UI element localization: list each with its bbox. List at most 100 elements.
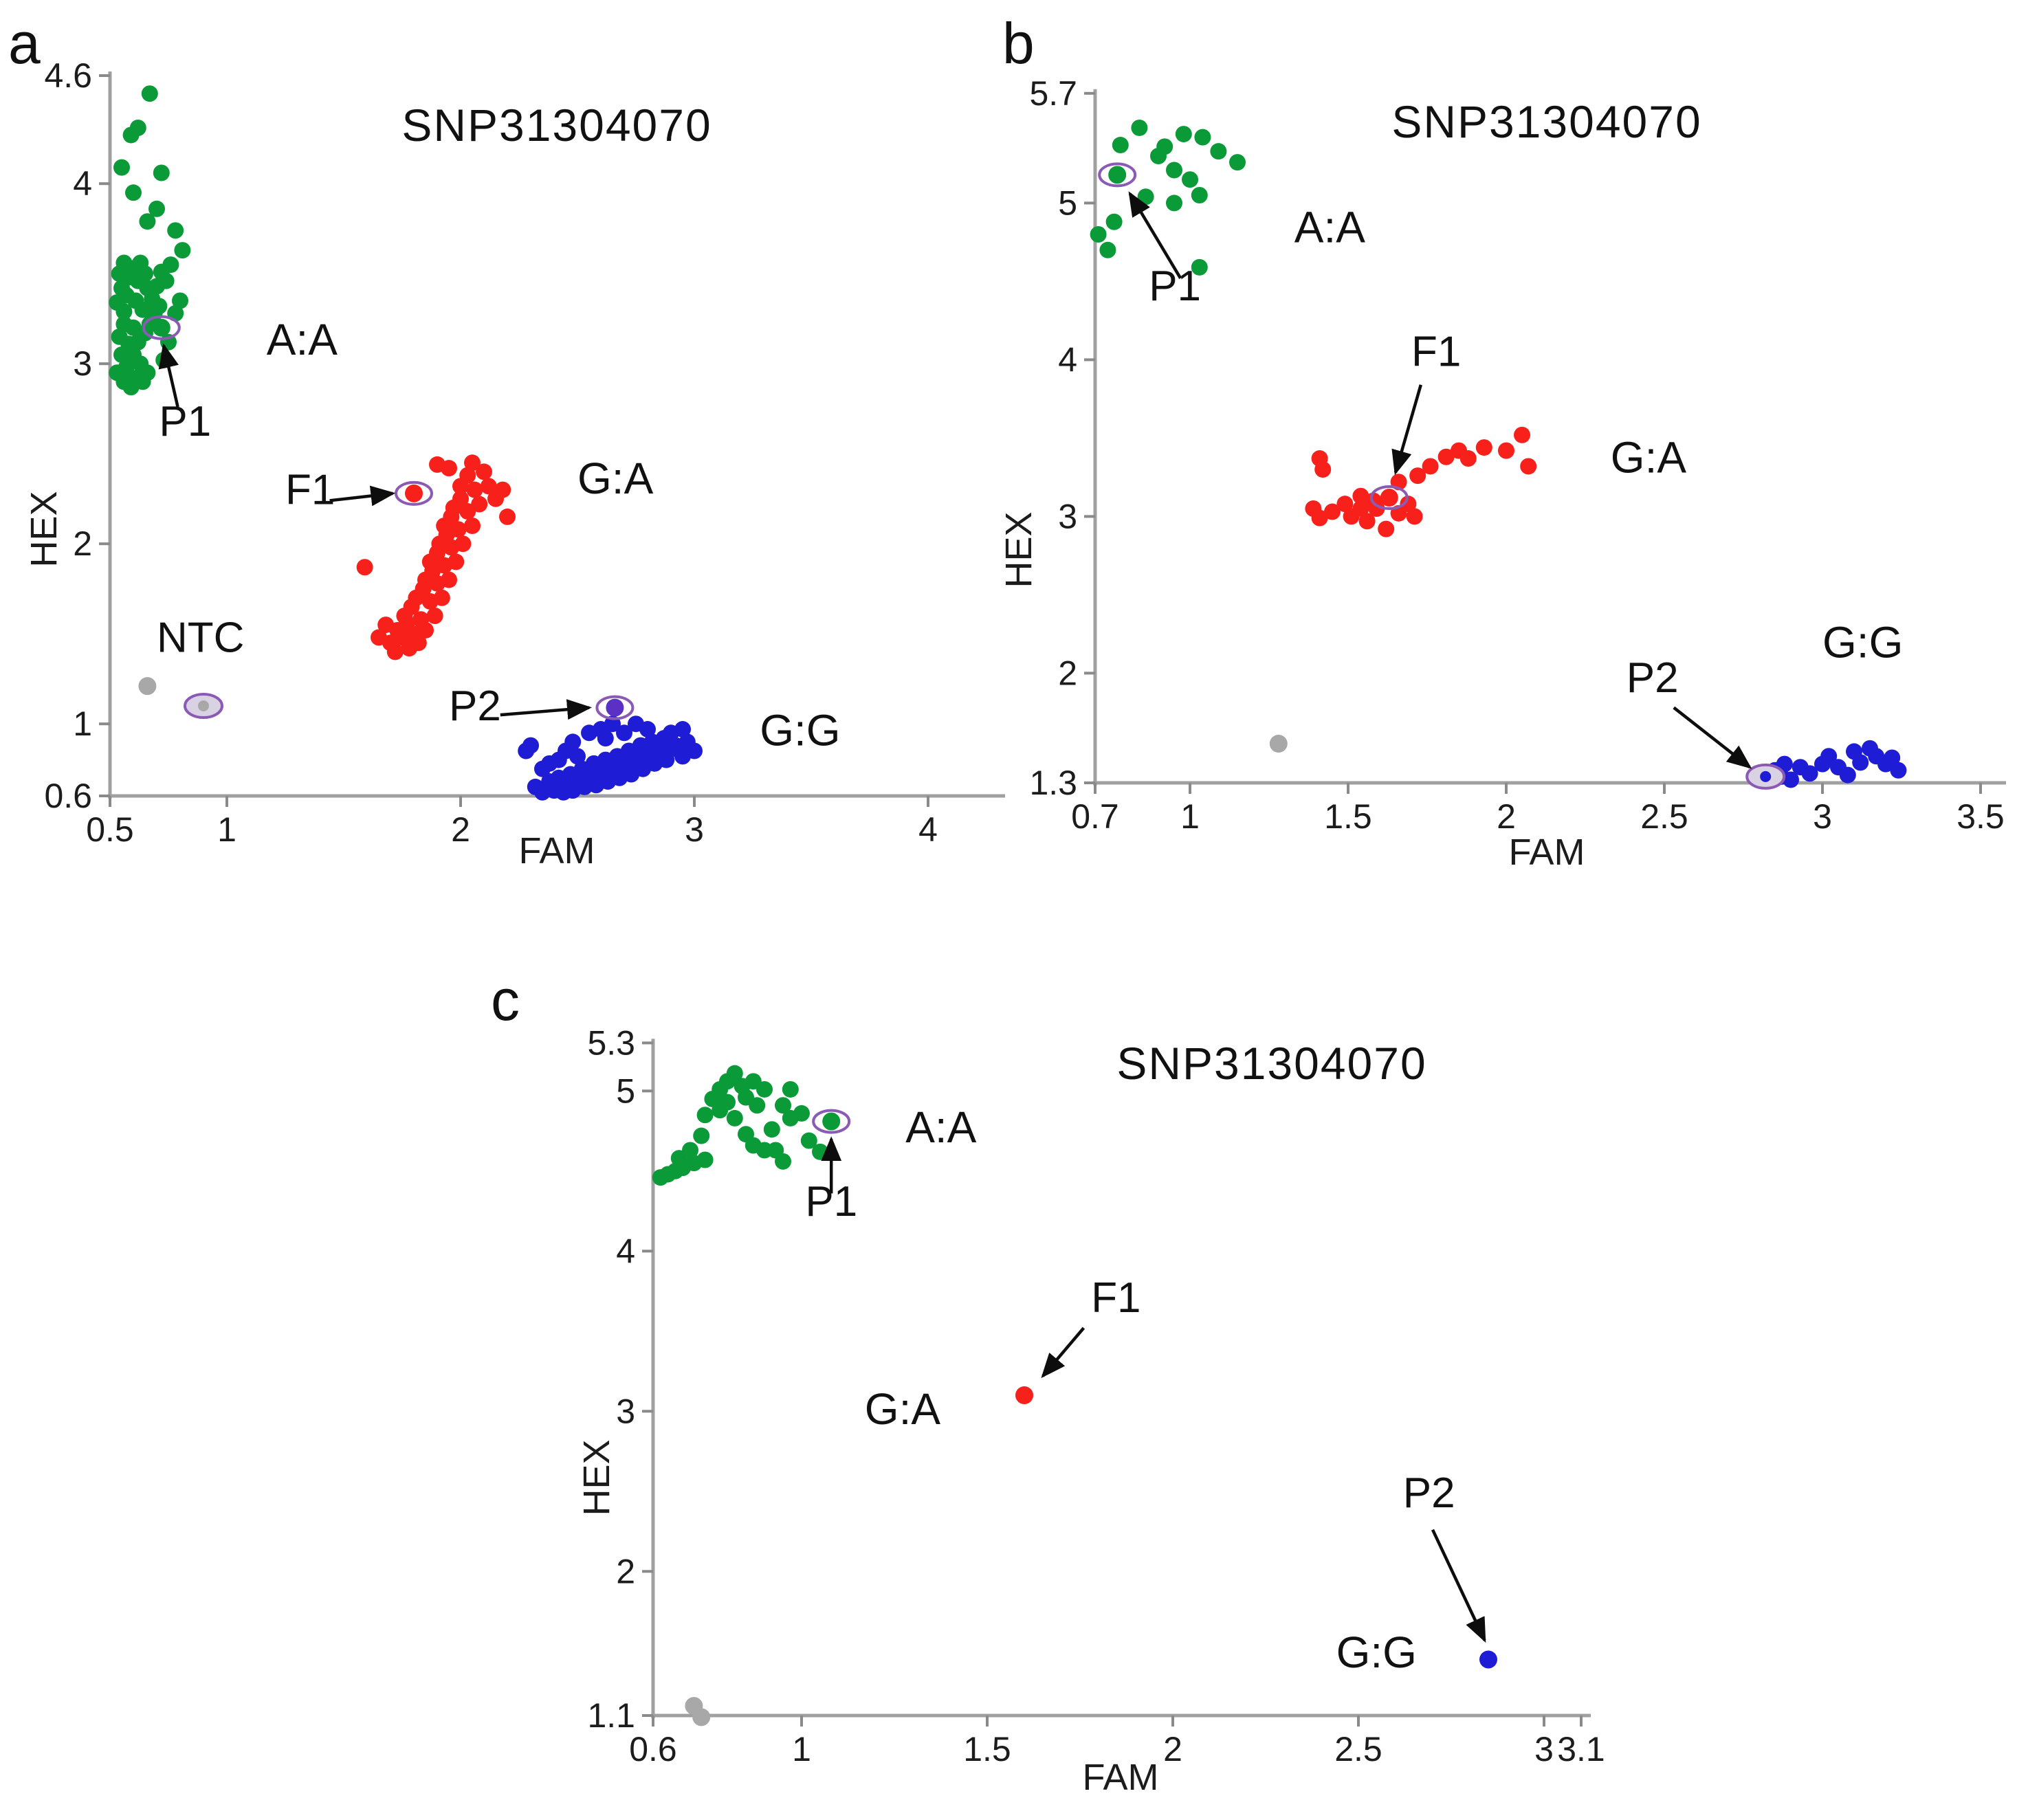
annotation-P1: P1 [158,343,211,445]
genotype-label-A-A: A:A [905,1102,976,1152]
scatter-point [658,751,675,768]
cluster-A-A [1090,119,1246,276]
x-tick-label: 2 [1497,797,1516,836]
scatter-point [1166,162,1182,179]
scatter-point [1514,426,1530,443]
annotation-arrow-icon [1673,706,1752,769]
scatter-point [541,755,558,772]
ntc-point [138,677,157,696]
scatter-point [696,1107,714,1124]
annotation-P1: P1 [1128,191,1201,310]
scatter-point [1131,119,1148,136]
scatter-point [518,742,535,759]
cluster-G-A [1305,426,1537,537]
scatter-point [1090,226,1107,243]
scatter-point [1210,143,1227,160]
annotation-arrow-icon [1391,384,1422,476]
x-tick-label: 3 [685,810,704,849]
scatter-point [775,1153,791,1170]
x-tick-label: 3.1 [1557,1730,1605,1768]
scatter-point [1229,154,1246,171]
cluster-G-G [1767,740,1907,788]
scatter-point [597,730,614,747]
x-tick-label: 2.5 [1640,797,1688,836]
scatter-point [1191,258,1208,276]
sample-ring-icon [395,480,433,506]
scatter-point [167,222,184,239]
x-tick-label: 0.6 [629,1730,677,1768]
sample-point [1108,166,1127,184]
scatter-point [371,629,387,646]
annotation-label: P1 [805,1178,857,1225]
scatter-point [113,159,130,176]
sample-point [1479,1650,1497,1669]
annotation-P2: P2 [1403,1469,1486,1643]
scatter-point [1336,496,1354,513]
scatter-point [674,721,691,738]
y-tick-label: 3 [1058,497,1077,535]
scatter-point [452,490,469,507]
scatter-point [1498,442,1514,459]
annotation-F1: F1 [1041,1274,1141,1379]
sample-ring-icon [142,315,181,340]
annotation-P2: P2 [449,682,592,730]
y-tick-label: 5 [616,1072,635,1110]
annotation-label: P2 [1627,654,1679,702]
scatter-point [782,1109,799,1127]
highlight-P1 [1098,162,1137,188]
scatter-point [1099,241,1116,258]
x-tick-label: 1 [217,810,236,849]
plot-title: SNP31304070 [1391,96,1701,147]
cluster-A-A [109,85,191,396]
x-tick-label: 2 [451,810,470,849]
scatter-point [1150,148,1167,164]
scatter-point [441,571,457,588]
y-tick-label: 4 [616,1232,635,1270]
scatter-point [410,634,427,652]
scatter-point [157,272,175,289]
ntc-point [1269,735,1288,753]
scatter-point [153,164,170,181]
highlight-F1 [395,480,433,506]
scatter-point [450,521,467,538]
genotype-label-G-A: G:A [577,454,654,503]
genotype-label-G-G: G:G [1336,1628,1417,1677]
cluster-A-A [652,1065,828,1186]
y-tick-label: 1.1 [587,1696,635,1735]
highlight-P1 [142,315,181,340]
scatter-point [448,553,465,570]
scatter-point [1314,461,1332,478]
annotation-arrow-icon [1431,1529,1486,1643]
annotation-label: NTC [157,614,244,661]
genotype-label-A-A: A:A [267,315,338,364]
scatter-point [1884,749,1901,766]
scatter-point [696,1151,714,1168]
y-tick-label: 5 [1058,184,1077,222]
sample-ring-icon [595,695,635,720]
scatter-point [639,721,656,738]
scatter-point [426,608,443,624]
scatter-point [139,213,156,230]
scatter-point [782,1080,799,1098]
x-tick-label: 1 [792,1730,811,1768]
y-axis-title: HEX [576,1439,617,1516]
x-tick-label: 0.5 [86,810,134,849]
scatter-point [1175,126,1192,143]
scatter-point [1459,450,1477,467]
y-tick-label: 0.6 [44,777,92,815]
cluster-G-A [356,454,516,661]
scatter-point [693,1127,710,1144]
scatter-point [429,456,445,473]
panel-letter-b: b [1002,11,1035,76]
scatter-point [1105,213,1123,230]
y-tick-label: 3 [616,1392,635,1430]
x-tick-label: 3.5 [1957,797,2005,836]
sample-point [1760,770,1772,782]
annotation-arrow-icon [1128,191,1182,279]
annotation-P1: P1 [805,1136,857,1225]
y-tick-label: 1.3 [1029,764,1077,802]
highlight-P2 [1745,763,1786,790]
scatter-point [464,518,481,534]
sample-point [606,698,624,717]
annotation-label: F1 [1411,329,1461,376]
